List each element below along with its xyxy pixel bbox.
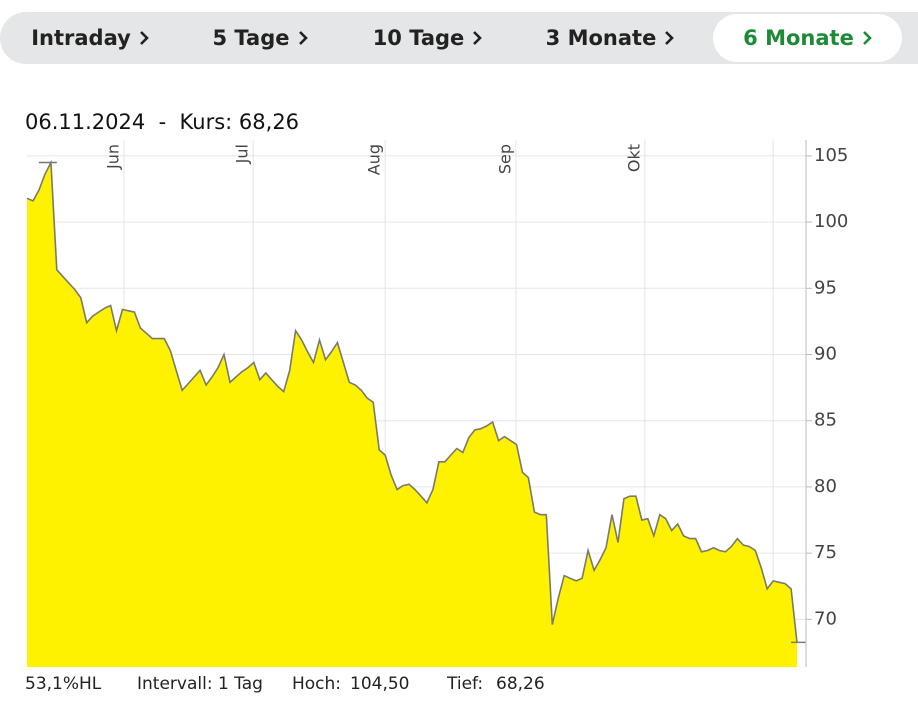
high-label: Hoch:: [292, 674, 342, 694]
x-tick-label: Aug: [365, 144, 384, 175]
date: 06.11.2024: [25, 110, 146, 134]
chevron-icon: [139, 31, 149, 45]
tab[interactable]: Intraday: [10, 14, 170, 62]
tab-label[interactable]: 10 Tage: [372, 26, 465, 50]
chevron: [298, 31, 308, 45]
range: 53,1%HL: [25, 674, 102, 694]
tab-label[interactable]: 3 Monate: [545, 26, 657, 50]
y-tick-label: 105: [814, 145, 848, 166]
separator: -: [158, 110, 167, 134]
chevron: [139, 31, 149, 45]
y-tick-label: 85: [814, 410, 837, 431]
tab[interactable]: 5 Tage: [185, 14, 335, 62]
tab-label[interactable]: 6 Monate: [743, 26, 854, 50]
tab[interactable]: 10 Tage: [345, 14, 510, 62]
tab-label[interactable]: 5 Tage: [212, 26, 290, 50]
tab-bar: Intraday 5 Tage 10 Tage 3 Monate 6 Monate: [0, 12, 918, 64]
chevron-icon: [665, 31, 675, 45]
y-tick-label: 75: [814, 542, 837, 563]
low: 68,26: [496, 674, 545, 694]
y-tick-label: 70: [814, 608, 837, 629]
chevron-icon: [473, 31, 483, 45]
chevron-icon: [298, 31, 308, 45]
low-label: Tief:: [447, 674, 484, 694]
x-tick-label: Okt: [624, 144, 643, 172]
y-tick-label: 100: [814, 211, 848, 232]
chart-header: 06.11.2024 - Kurs: 68,26: [25, 110, 299, 134]
high: 104,50: [350, 674, 410, 694]
price-line: [26, 159, 798, 643]
area-fill: [27, 162, 798, 667]
chevron: [473, 31, 483, 45]
x-tick-label: Sep: [495, 144, 514, 174]
y-tick-label: 80: [814, 476, 837, 497]
interval: Intervall: 1 Tag: [137, 674, 263, 694]
x-tick-label: Jul: [233, 144, 252, 164]
x-tick-label: Jun: [104, 144, 123, 170]
chevron: [665, 31, 675, 45]
y-tick-label: 95: [814, 277, 837, 298]
price: 68,26: [238, 110, 300, 134]
tab[interactable]: 6 Monate: [713, 14, 902, 62]
tab-label[interactable]: Intraday: [31, 26, 131, 50]
y-tick-label: 90: [814, 344, 837, 365]
tab[interactable]: 3 Monate: [520, 14, 700, 62]
chevron: [862, 31, 872, 45]
chevron-icon: [862, 31, 872, 45]
price-label: Kurs:: [179, 110, 233, 134]
